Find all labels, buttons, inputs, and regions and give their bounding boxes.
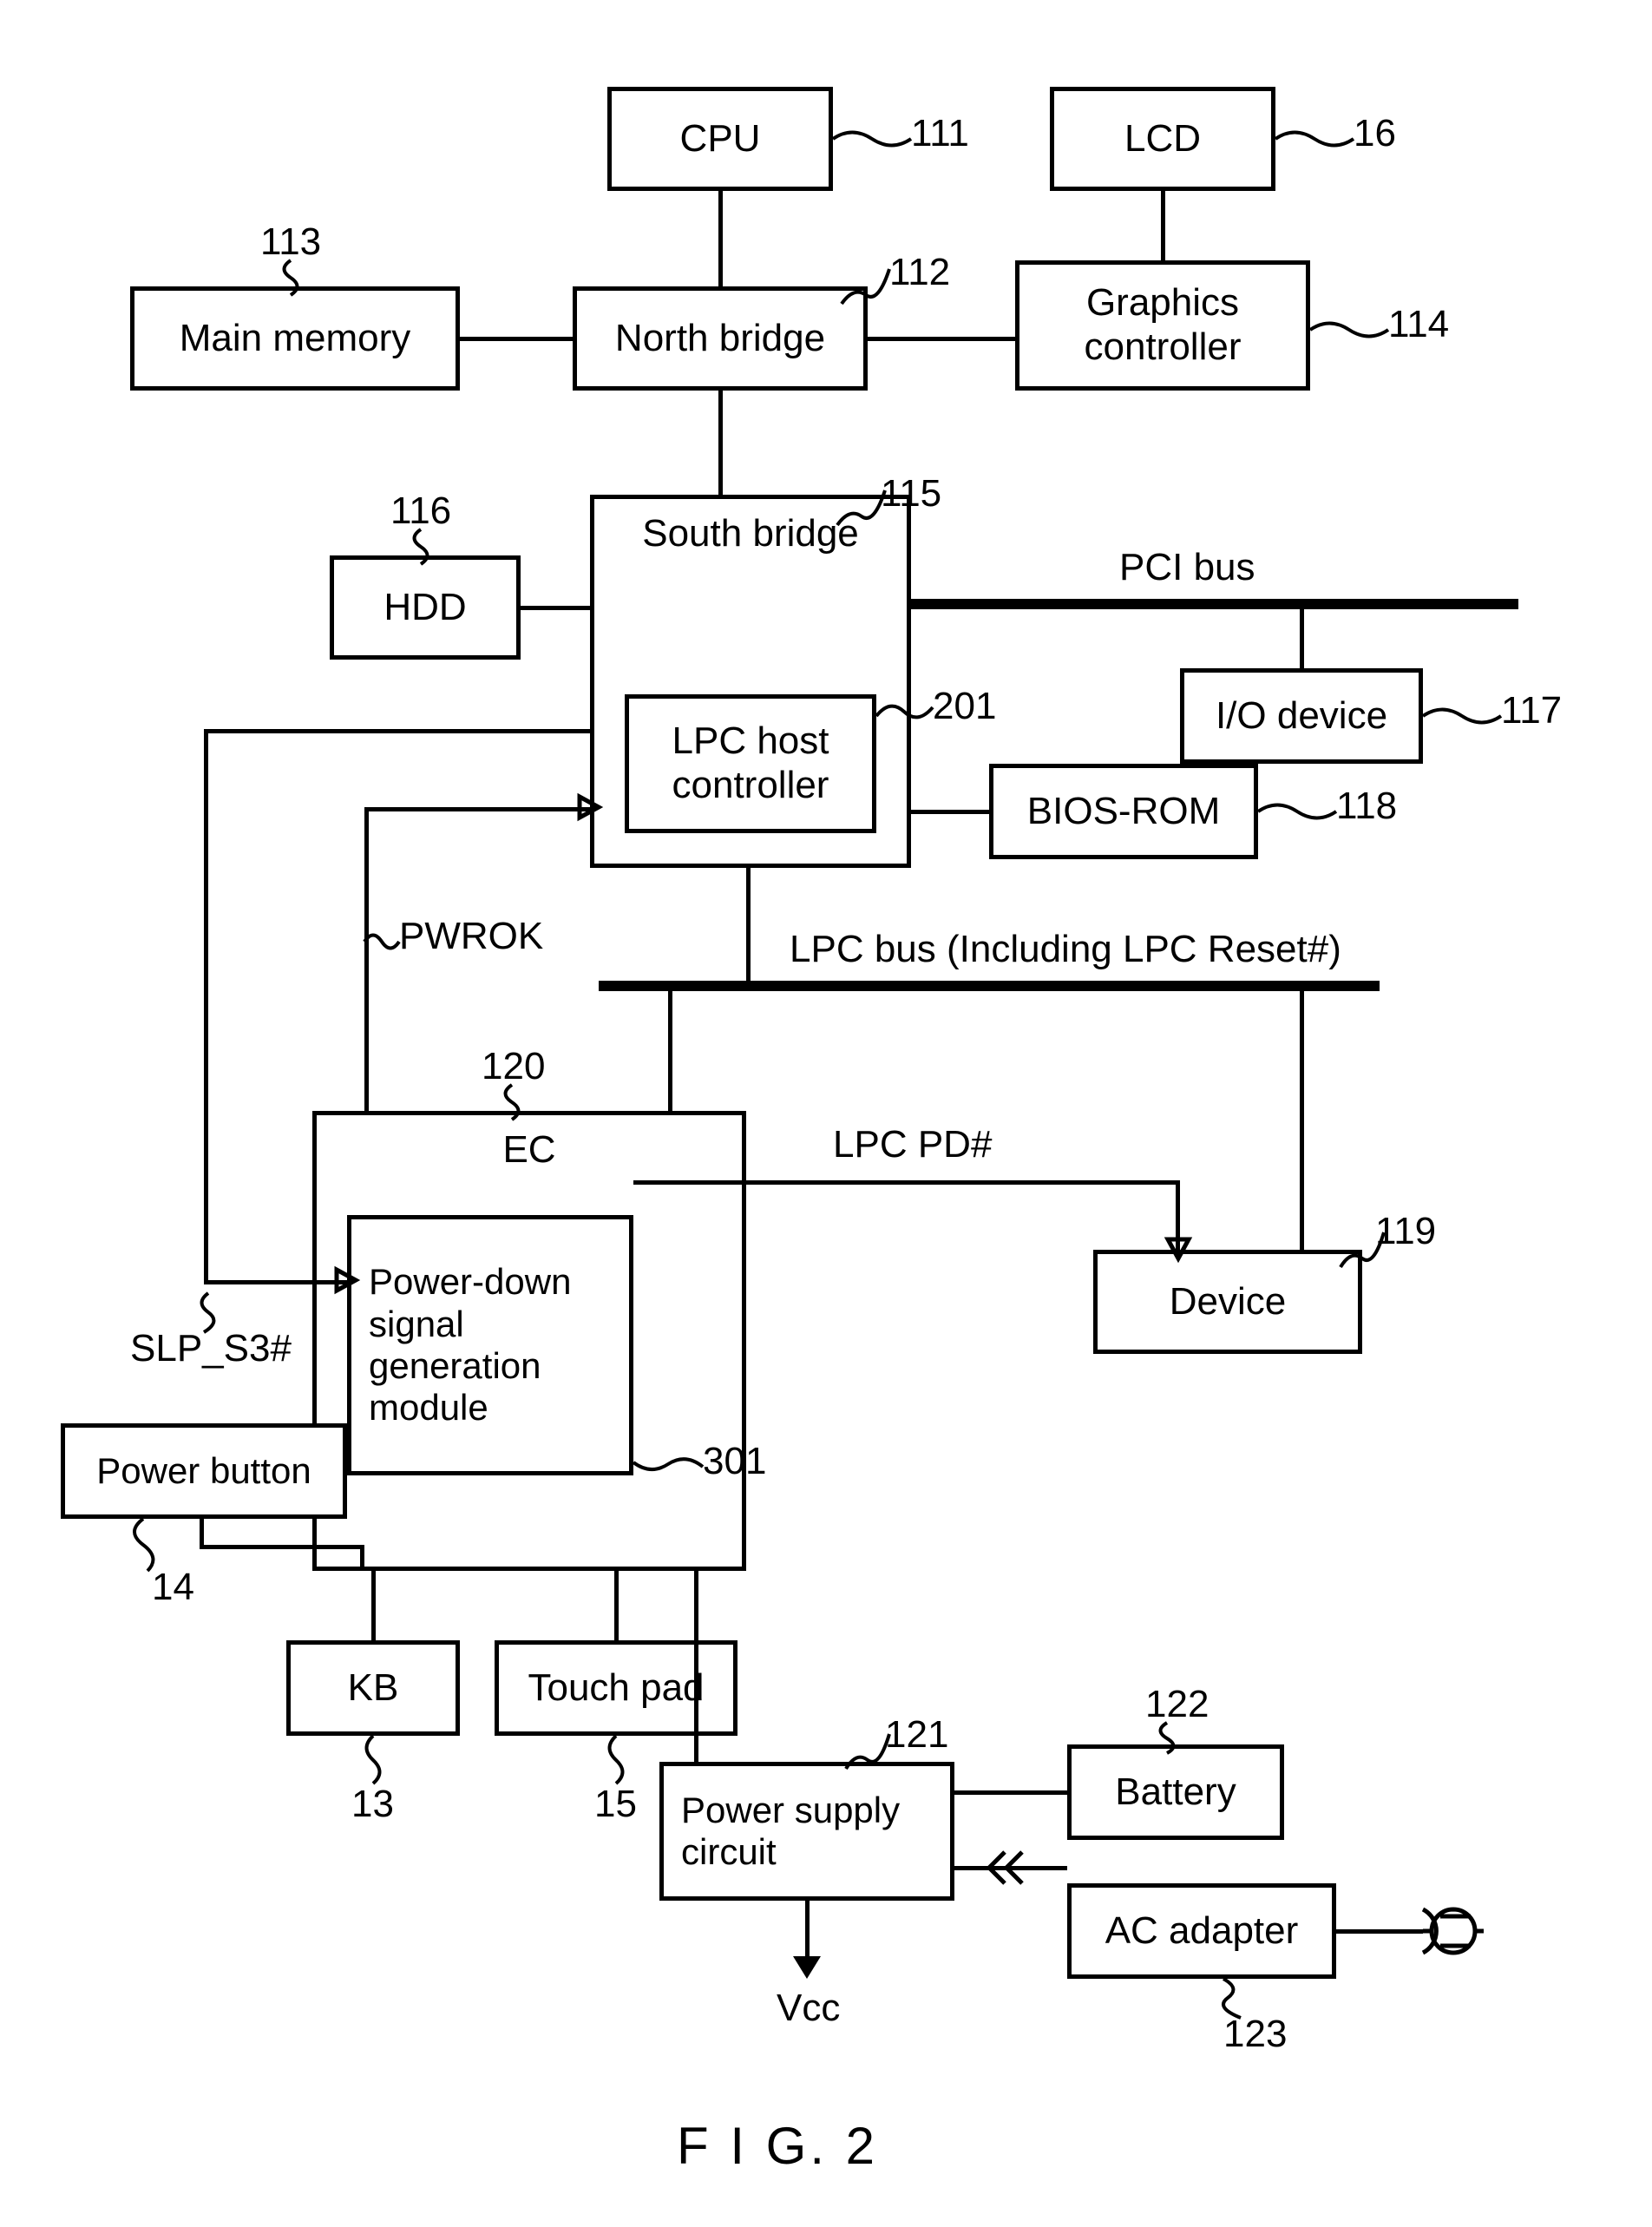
leader-lpchost (876, 699, 933, 725)
lpcbus-label: LPC bus (Including LPC Reset#) (790, 929, 1341, 970)
lpc-bus (599, 981, 1380, 991)
leader-sb (837, 490, 885, 525)
figure-label: F I G. 2 (677, 2118, 878, 2175)
touch-pad-box: Touch pad (495, 1640, 738, 1736)
leader-device (1341, 1232, 1384, 1267)
ref-tp: 15 (594, 1784, 637, 1825)
leader-acadapter (1215, 1979, 1249, 2018)
leader-pwrok-label (364, 929, 399, 955)
leader-powerbtn (126, 1519, 161, 1571)
leader-slps3-label (195, 1293, 221, 1332)
diagram-canvas: CPU LCD Main memory North bridge Graphic… (0, 0, 1652, 2227)
line-lcd-gfx (1161, 191, 1165, 260)
ref-mainmem: 113 (260, 221, 321, 263)
leader-battery (1154, 1723, 1180, 1753)
ref-powerbtn: 14 (152, 1567, 194, 1608)
ref-biosrom: 118 (1336, 785, 1397, 827)
cpu-box: CPU (607, 87, 833, 191)
ref-kb: 13 (351, 1784, 394, 1825)
leader-tp (603, 1736, 629, 1784)
ref-cpu: 111 (911, 113, 969, 154)
ref-psu: 121 (885, 1714, 948, 1756)
line-pwrok-v (364, 807, 369, 1111)
arrow-pwrok (573, 790, 607, 824)
line-psu-bat (954, 1790, 1067, 1795)
leader-hdd (408, 529, 434, 660)
battery-box: Battery (1067, 1744, 1284, 1840)
lcd-box: LCD (1050, 87, 1275, 191)
ref-iodevice: 117 (1501, 690, 1562, 732)
arrow-vcc (788, 1953, 826, 1982)
kb-box: KB (286, 1640, 460, 1736)
device-box: Device (1093, 1250, 1362, 1354)
ac-adapter-box: AC adapter (1067, 1883, 1336, 1979)
ref-nb: 112 (889, 252, 950, 293)
leader-mainmem (278, 260, 304, 295)
lpc-host-controller-box: LPC host controller (625, 694, 876, 833)
io-device-box: I/O device (1180, 668, 1423, 764)
leader-lcd (1275, 126, 1354, 152)
line-io-pcibus (1300, 609, 1304, 668)
line-mem-nb (460, 337, 573, 341)
ref-device: 119 (1375, 1211, 1436, 1252)
line-sb-bios (911, 810, 989, 814)
line-slps3-v (204, 729, 208, 1284)
line-hdd-sb (521, 606, 590, 610)
line-cpu-nb (718, 191, 723, 286)
ref-sb: 115 (881, 473, 941, 515)
line-ac-plug (1336, 1929, 1423, 1934)
graphics-controller-box: Graphics controller (1015, 260, 1310, 391)
ref-ec: 120 (482, 1046, 545, 1087)
line-powerbtn-ec-h (200, 1519, 204, 1545)
ref-gfx: 114 (1388, 304, 1449, 345)
power-supply-circuit-box: Power supply circuit (659, 1762, 954, 1901)
leader-ec (499, 1085, 525, 1120)
line-ec-device-h (633, 1180, 1180, 1185)
plug-icon (1423, 1901, 1501, 1961)
ref-pdmod: 301 (703, 1441, 766, 1482)
leader-pdmod (633, 1454, 703, 1480)
line-ec-tp (614, 1571, 619, 1640)
power-down-module-box: Power-down signal generation module (347, 1215, 633, 1475)
line-lpcbus-ec (668, 991, 672, 1111)
power-button-box: Power button (61, 1423, 347, 1519)
ref-acadapter: 123 (1223, 2013, 1287, 2055)
pcibus-label: PCI bus (1119, 547, 1255, 588)
pwrok-label: PWROK (399, 916, 543, 957)
line-powerbtn-ec-v (360, 1545, 364, 1571)
bios-rom-box: BIOS-ROM (989, 764, 1258, 859)
leader-iodevice (1423, 703, 1501, 729)
line-sb-lpcbus (746, 868, 751, 981)
leader-psu (846, 1734, 889, 1769)
line-lpcbus-device (1300, 991, 1304, 1250)
lpcpd-label: LPC PD# (833, 1124, 992, 1166)
line-pwrok-h (364, 807, 590, 811)
arrow-slps3 (330, 1263, 364, 1297)
slps3-label: SLP_S3# (130, 1328, 292, 1370)
line-nb-sb (718, 391, 723, 495)
leader-gfx (1310, 317, 1388, 343)
north-bridge-box: North bridge (573, 286, 868, 391)
leader-kb (360, 1736, 386, 1784)
ref-hdd: 116 (390, 490, 451, 532)
line-slps3-h2 (204, 1280, 347, 1284)
leader-nb (842, 269, 889, 304)
line-ec-kb (371, 1571, 376, 1640)
line-powerbtn-ec-h2 (200, 1545, 364, 1549)
ref-lcd: 16 (1354, 113, 1396, 154)
leader-cpu (833, 126, 911, 152)
line-slps3-h1 (204, 729, 590, 733)
line-nb-gfx (868, 337, 1015, 341)
main-memory-box: Main memory (130, 286, 460, 391)
ref-lpchost: 201 (933, 686, 996, 727)
ref-battery: 122 (1145, 1684, 1209, 1725)
line-ec-psu-v (694, 1571, 698, 1762)
leader-biosrom (1258, 798, 1336, 824)
vcc-label: Vcc (777, 1987, 840, 2029)
arrow-lpcpd-device (1161, 1232, 1196, 1267)
chevron-ac-psu (980, 1849, 1032, 1887)
pci-bus (911, 599, 1518, 609)
